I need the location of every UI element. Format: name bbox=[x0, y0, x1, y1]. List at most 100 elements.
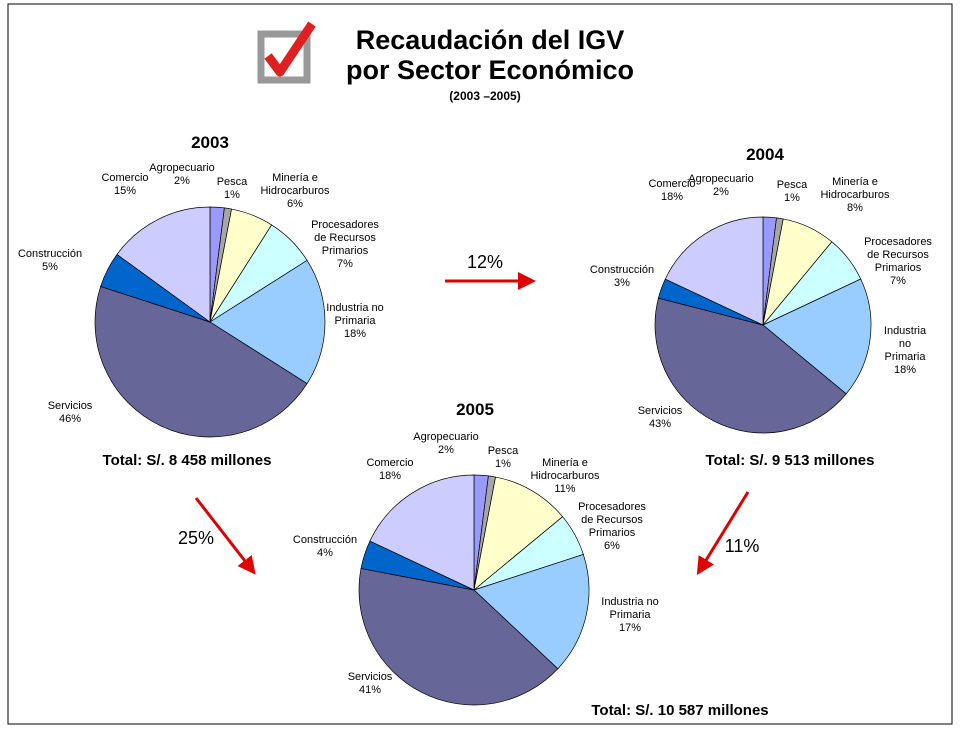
total-label: Total: S/. 8 458 millones bbox=[102, 452, 272, 469]
category-label: Comercio bbox=[101, 172, 149, 184]
value-label: 41% bbox=[358, 684, 382, 696]
pie-slice bbox=[209, 259, 326, 385]
pie-slice bbox=[94, 286, 308, 438]
value-label: 7% bbox=[337, 258, 353, 270]
value-label: 46% bbox=[58, 413, 82, 425]
category-label: Minería e Hidrocarburos bbox=[260, 172, 330, 197]
category-label: Pesca bbox=[487, 445, 519, 457]
category-label: Construcción bbox=[292, 534, 358, 546]
value-label: 6% bbox=[287, 198, 303, 210]
slice-label: Industria no Primaria 18% bbox=[326, 302, 383, 341]
category-label: Agropecuario bbox=[688, 173, 754, 185]
chart-title: 2003 bbox=[191, 133, 229, 152]
slice-label: Minería e Hidrocarburos 11% bbox=[530, 457, 599, 496]
pie-slice bbox=[762, 278, 872, 395]
growth-label: 12% bbox=[466, 252, 504, 272]
category-label: Servicios bbox=[47, 400, 93, 412]
title-line: Recaudación del IGV bbox=[355, 25, 625, 55]
slice-label: Minería e Hidrocarburos 8% bbox=[820, 176, 889, 215]
value-label: 7% bbox=[890, 275, 906, 287]
slice-label: Agropecuario 2% bbox=[149, 162, 214, 188]
value-label: 15% bbox=[113, 185, 137, 197]
chart-title: 2004 bbox=[746, 145, 784, 164]
value-label: 5% bbox=[42, 261, 58, 273]
value-label: 11% bbox=[554, 483, 576, 495]
slice-label: Construcción 3% bbox=[590, 264, 654, 290]
slice-label: Industria no Primaria 18% bbox=[878, 325, 933, 377]
slice-label: Procesadores de Recursos Primarios 7% bbox=[864, 236, 932, 288]
category-label: Agropecuario bbox=[413, 431, 479, 443]
value-label: 4% bbox=[317, 547, 333, 559]
slice-label: Servicios 46% bbox=[48, 400, 93, 426]
slice-label: Procesadores de Recursos Primarios 7% bbox=[311, 219, 379, 271]
category-label: Construcción bbox=[589, 264, 655, 276]
slice-label: Comercio 15% bbox=[101, 172, 148, 198]
title-line: por Sector Económico bbox=[345, 55, 635, 85]
category-label: Servicios bbox=[347, 671, 393, 683]
total-label: Total: S/. 10 587 millones bbox=[591, 702, 769, 719]
value-label: 8% bbox=[847, 202, 863, 214]
category-label: Pesca bbox=[216, 176, 248, 188]
category-label: Agropecuario bbox=[149, 162, 215, 174]
pie-slice bbox=[358, 568, 559, 706]
pie-slice bbox=[369, 474, 475, 591]
pie-slice bbox=[473, 554, 590, 670]
category-label: Pesca bbox=[776, 179, 808, 191]
category-label: Comercio bbox=[366, 457, 414, 469]
category-label: Industria no Primaria bbox=[326, 302, 384, 327]
growth-label: 11% bbox=[724, 536, 760, 556]
slice-label: Servicios 43% bbox=[638, 405, 683, 431]
slide-border bbox=[7, 3, 953, 725]
check-icon bbox=[257, 21, 316, 84]
value-label: 17% bbox=[618, 622, 642, 634]
subtitle: (2003 –2005) bbox=[449, 89, 521, 103]
slice-label: Minería e Hidrocarburos 6% bbox=[260, 172, 329, 211]
pie-slice bbox=[654, 297, 847, 434]
growth-arrow bbox=[696, 491, 750, 576]
growth-arrow bbox=[194, 497, 256, 575]
slice-label: Procesadores de Recursos Primarios 6% bbox=[578, 501, 646, 553]
category-label: Minería e Hidrocarburos bbox=[820, 176, 890, 201]
slice-label: Agropecuario 2% bbox=[413, 431, 478, 457]
value-label: 18% bbox=[343, 328, 367, 340]
value-label: 3% bbox=[614, 277, 630, 289]
category-label: Procesadores de Recursos Primarios bbox=[864, 236, 932, 274]
value-label: 2% bbox=[438, 444, 454, 456]
category-label: Minería e Hidrocarburos bbox=[530, 457, 600, 482]
value-label: 1% bbox=[224, 189, 240, 201]
slice-label: Servicios 41% bbox=[348, 671, 393, 697]
value-label: 43% bbox=[648, 418, 672, 430]
category-label: Industria no Primaria bbox=[883, 325, 927, 363]
category-label: Comercio bbox=[648, 178, 696, 190]
slice-label: Comercio 18% bbox=[366, 457, 413, 483]
value-label: 2% bbox=[174, 175, 190, 187]
slice-label: Construcción 5% bbox=[18, 248, 82, 274]
growth-label: 25% bbox=[177, 528, 215, 548]
slice-label: Pesca 1% bbox=[488, 445, 519, 471]
value-label: 6% bbox=[604, 540, 620, 552]
slice-label: Pesca 1% bbox=[777, 179, 808, 205]
category-label: Industria no Primaria bbox=[601, 596, 659, 621]
category-label: Procesadores de Recursos Primarios bbox=[578, 501, 646, 539]
value-label: 18% bbox=[378, 470, 402, 482]
slice-label: Pesca 1% bbox=[217, 176, 248, 202]
slice-label: Industria no Primaria 17% bbox=[601, 596, 658, 635]
slice-label: Comercio 18% bbox=[648, 178, 695, 204]
category-label: Construcción bbox=[17, 248, 83, 260]
value-label: 1% bbox=[495, 458, 511, 470]
total-label: Total: S/. 9 513 millones bbox=[705, 452, 875, 469]
slice-label: Construcción 4% bbox=[293, 534, 357, 560]
value-label: 2% bbox=[713, 186, 729, 198]
pie-slice bbox=[116, 206, 211, 323]
pie-slice bbox=[473, 476, 564, 591]
pie-slice bbox=[664, 216, 764, 326]
chart-title: 2005 bbox=[456, 400, 494, 419]
value-label: 1% bbox=[784, 192, 800, 204]
category-label: Procesadores de Recursos Primarios bbox=[311, 219, 379, 257]
category-label: Servicios bbox=[637, 405, 683, 417]
value-label: 18% bbox=[660, 191, 684, 203]
slice-label: Agropecuario 2% bbox=[688, 173, 753, 199]
value-label: 18% bbox=[893, 364, 917, 376]
